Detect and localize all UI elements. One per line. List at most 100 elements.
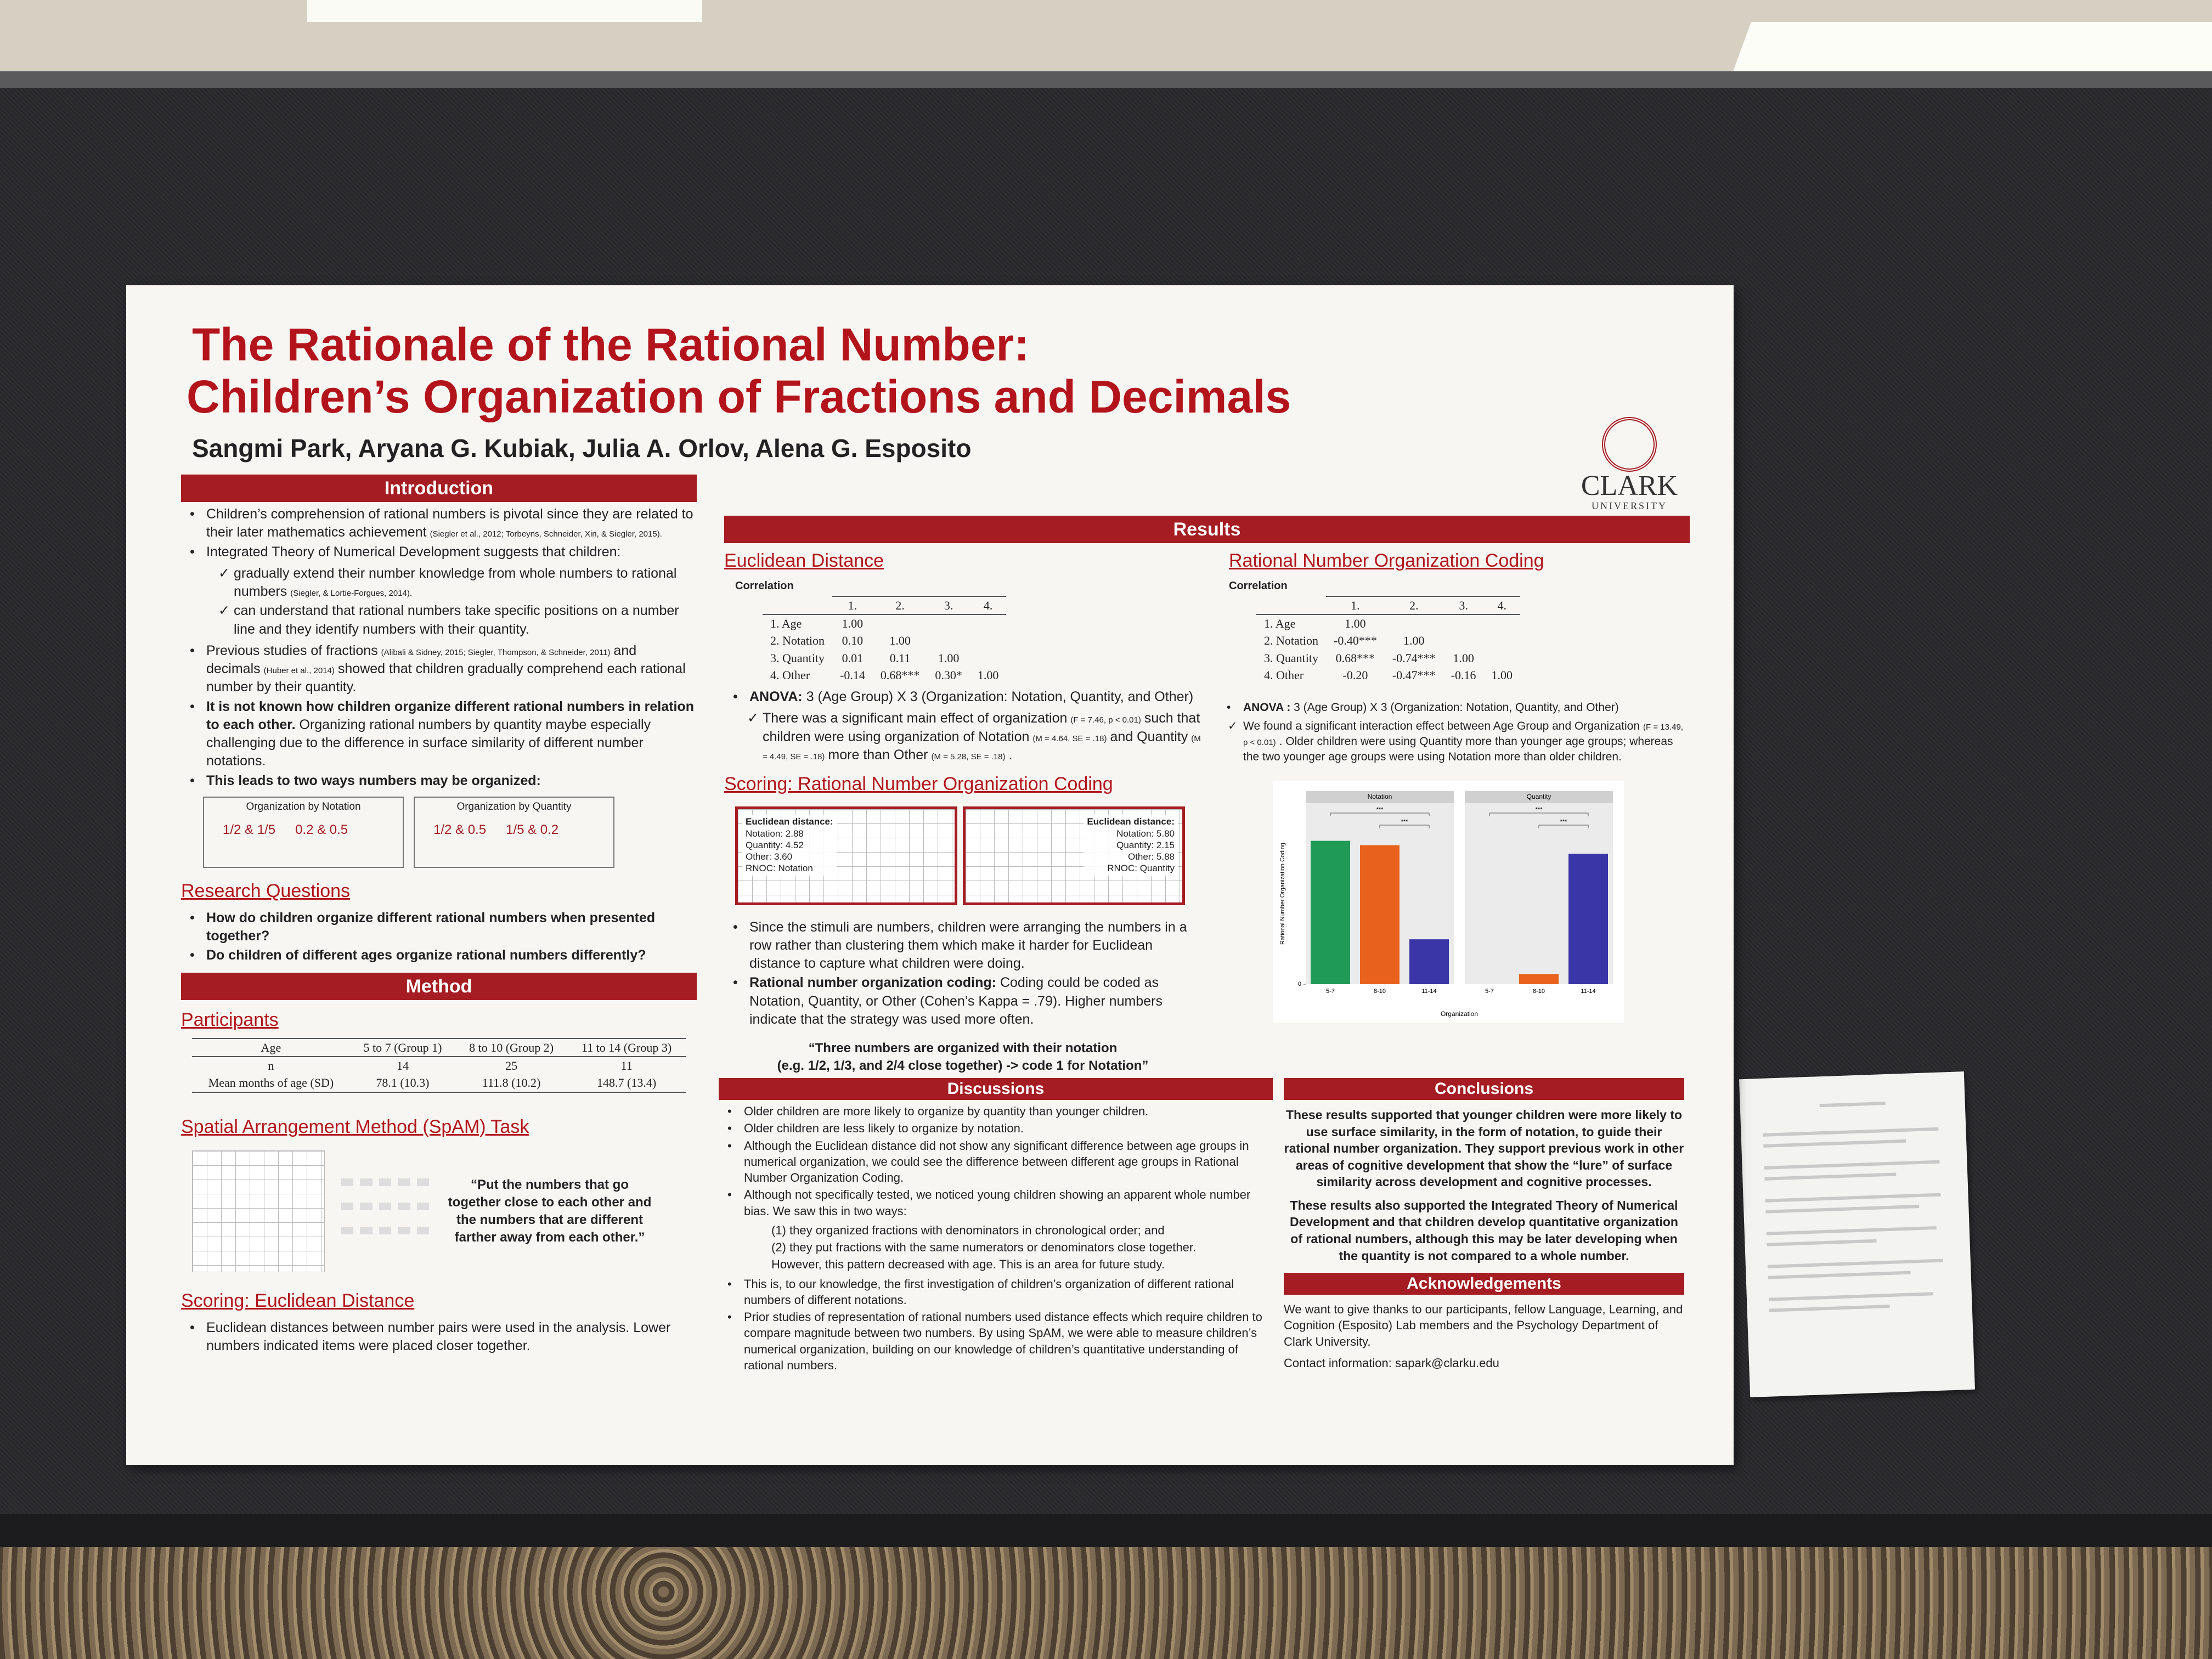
bullet-item: ANOVA: 3 (Age Group) X 3 (Organization: … (733, 688, 1201, 707)
table-header: 3. (1443, 595, 1484, 615)
table-cell (1483, 632, 1520, 649)
significance-bracket (1489, 812, 1589, 816)
bullet-item: Although not specifically tested, we not… (727, 1187, 1273, 1272)
number-card (398, 1178, 410, 1186)
bullet-list: How do children organize different ratio… (181, 909, 697, 965)
number-card (341, 1178, 354, 1186)
text-text: Prior studies of representation of ratio… (744, 1310, 1262, 1372)
table-cell: 0.68*** (880, 668, 920, 682)
sub-item: gradually extend their number knowledge … (218, 565, 697, 601)
ref-line (1764, 1160, 1940, 1170)
organization-box: Organization by Quantity 1/2 & 0.5 1/5 & 0… (414, 796, 614, 868)
table-cell (1483, 650, 1520, 667)
table-cell (927, 614, 970, 633)
subsection-heading: Rational Number Organization Coding (1229, 550, 1544, 571)
table-row: 1. Age 1.00 (1256, 614, 1520, 633)
table-row: 1. 2. 3. 4. (1256, 595, 1520, 615)
table-cell (927, 632, 970, 649)
text-text: (2) they put fractions with the same num… (771, 1240, 1197, 1254)
table-cell: 78.1 (10.3) (376, 1076, 430, 1090)
number-card (398, 1226, 410, 1234)
ref-line (1765, 1205, 1920, 1214)
subsection-heading: Scoring: Euclidean Distance (181, 1290, 415, 1311)
text-text: and Quantity (1110, 729, 1188, 744)
significance-label: *** (1401, 819, 1409, 825)
box-row: Euclidean distance: Notation: 2.88 Quantit… (724, 802, 1201, 915)
logo-seal (1602, 417, 1657, 472)
panel-title: Quantity (1527, 793, 1551, 800)
title: Children’s Organization of Fractions and… (187, 371, 1291, 422)
text-text: Euclidean distances between number pairs… (206, 1320, 671, 1354)
number-card (360, 1178, 373, 1186)
bullet-list: ANOVA : 3 (Age Group) X 3 (Organization:… (1218, 700, 1690, 715)
table-cell (1256, 596, 1326, 614)
poster: The Rationale of the Rational Number: Ch… (126, 285, 1734, 1465)
text-bold: Rational number organization coding: (749, 975, 996, 991)
text-text: can understand that rational numbers tak… (234, 603, 679, 637)
table-header: 3. (927, 595, 970, 615)
bullet-item: Children’s comprehension of rational num… (190, 505, 697, 542)
text-cite: (Huber et al., 2014) (263, 666, 335, 675)
text-cite: (M = 4.64, SE = .18) (1032, 733, 1107, 743)
ref-line (1763, 1127, 1939, 1137)
text-bold: It is not known how children organize di… (206, 698, 694, 732)
table-header: 4. (969, 595, 1007, 615)
table-cell: 111.8 (10.2) (482, 1076, 541, 1090)
bar (1519, 974, 1559, 984)
box-line: Notation: 5.80 (1116, 828, 1175, 839)
table-header: 5 to 7 (Group 1) (349, 1037, 455, 1057)
text-cite: (F = 7.46, p < 0.01) (1070, 715, 1141, 725)
table-cell: -0.20 (1342, 668, 1368, 682)
table-row: n 14 25 11 (192, 1056, 686, 1075)
y-axis-label: Rational Number Organization Coding (1279, 843, 1286, 945)
text-text: . Older children were using Quantity mor… (1243, 735, 1673, 763)
box-line: Euclidean distance: (746, 816, 833, 827)
bullet-item: Since the stimuli are numbers, children … (733, 918, 1201, 973)
table-row: Age 5 to 7 (Group 1) 8 to 10 (Group 2) 11 t… (192, 1037, 686, 1057)
carpet (0, 1547, 2212, 1659)
table-cell: 0.11 (889, 651, 911, 665)
bullet-item: This is, to our knowledge, the first inv… (727, 1276, 1273, 1308)
text-text: There was a significant main effect of o… (763, 710, 1068, 726)
quote: “Three numbers are organized with their … (808, 1041, 1118, 1056)
text-text: Older children are more likely to organi… (744, 1104, 1149, 1118)
number-pair: 1/2 & 0.5 (433, 822, 487, 838)
table-cell: 0.68*** (1335, 651, 1375, 665)
table-cell: 148.7 (13.4) (597, 1076, 657, 1090)
table-cell: -0.47*** (1392, 668, 1436, 682)
paragraph: These results supported that younger chi… (1284, 1108, 1684, 1189)
conclusions-column: Conclusions These results supported that … (1284, 1078, 1684, 1371)
row-label: 4. Other (1264, 668, 1304, 682)
table-header: Age (192, 1037, 350, 1057)
logo: CLARK UNIVERSITY (1575, 417, 1684, 512)
number-card (398, 1202, 410, 1210)
row-label: 2. Notation (1264, 634, 1318, 648)
label: Correlation (735, 580, 794, 592)
significance-label: *** (1560, 819, 1568, 825)
table-header: 1. (832, 595, 873, 615)
text-text: Although not specifically tested, we not… (744, 1188, 1251, 1218)
subsection-heading: Research Questions (181, 880, 351, 901)
paragraph: We want to give thanks to our participan… (1284, 1302, 1683, 1348)
bullet-list: Children’s comprehension of rational num… (181, 505, 697, 790)
contact: Contact information: sapark@clarku.edu (1284, 1356, 1499, 1370)
text-text: more than Other (828, 747, 928, 763)
sub-item: However, this pattern decreased with age… (771, 1256, 1273, 1272)
bar (1360, 845, 1400, 984)
row-label: 1. Age (763, 614, 832, 633)
correlation-table: 1. 2. 3. 4. 1. Age 1.00 2. Notation 0.10 1.00 3. … (763, 595, 1007, 684)
subsection-heading: Spatial Arrangement Method (SpAM) Task (181, 1116, 529, 1137)
table-cell: n (192, 1056, 350, 1075)
table-row: 3. Quantity 0.68*** -0.74*** 1.00 (1256, 650, 1520, 667)
table-cell (970, 650, 1007, 667)
box-line: Other: 3.60 (746, 851, 793, 862)
table-cell: -0.14 (840, 668, 865, 682)
number-card (379, 1178, 392, 1186)
table-cell: 25 (455, 1056, 568, 1075)
table-row: Mean months of age (SD) 78.1 (10.3) 111.8 … (192, 1074, 686, 1092)
bullet-item: Older children are less likely to organi… (727, 1120, 1273, 1137)
box-row: Organization by Notation 1/2 & 1/5 0.2 & 0… (181, 793, 697, 871)
text-cite: (M = 4.49, SE = .18) (763, 733, 1201, 761)
bullet-list: Euclidean distances between number pairs… (181, 1319, 697, 1356)
